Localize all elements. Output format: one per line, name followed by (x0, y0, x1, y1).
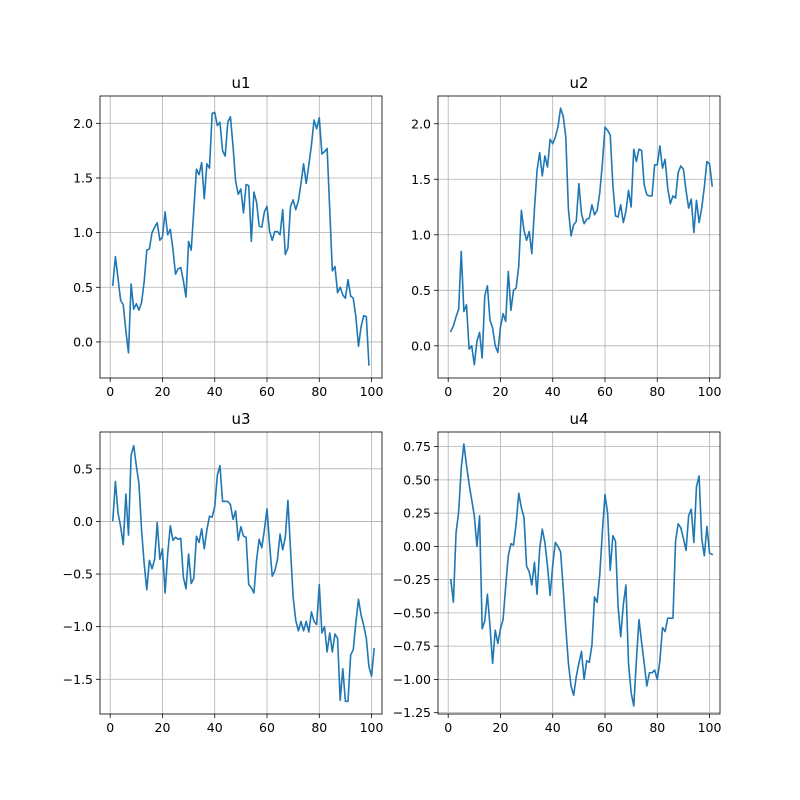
subplot-title: u3 (231, 410, 250, 428)
series-line-u4 (449, 443, 714, 707)
x-tick-label: 60 (259, 384, 275, 399)
y-tick-label: 0.5 (411, 283, 431, 298)
y-tick-label: 1.5 (73, 170, 93, 185)
y-tick-label: −1.0 (63, 619, 93, 634)
x-tick-label: 100 (360, 384, 384, 399)
y-tick-label: −1.5 (63, 672, 93, 687)
x-tick-label: 60 (259, 720, 275, 735)
subplot-u1: 0 20 40 60 80 100 0.0 0.5 1.0 1.5 2.0 u1 (73, 74, 383, 399)
subplot-u3: 0 20 40 60 80 100 −1.5 −1.0 −0.5 0.0 0.5 u3 (63, 410, 384, 735)
subplot-title: u1 (231, 74, 250, 92)
y-tick-label: 0.25 (403, 506, 431, 521)
x-tick-label: 0 (444, 384, 452, 399)
subplot-grid: 0 20 40 60 80 100 0.0 0.5 1.0 1.5 2.0 u1 0 20 40 60 80 10… (63, 74, 722, 735)
y-tick-label: −0.5 (63, 567, 93, 582)
x-tick-label: 100 (698, 720, 722, 735)
x-tick-label: 40 (207, 720, 223, 735)
y-tick-label: 0.75 (403, 439, 431, 454)
axes-frame (99, 431, 383, 715)
y-tick-label: −1.00 (393, 672, 431, 687)
x-tick-label: 20 (493, 384, 509, 399)
x-tick-label: 80 (311, 384, 327, 399)
x-tick-label: 40 (207, 384, 223, 399)
x-tick-label: 60 (597, 720, 613, 735)
x-tick-label: 20 (155, 720, 171, 735)
x-tick-label: 60 (597, 384, 613, 399)
y-tick-label: −0.25 (393, 572, 431, 587)
y-tick-label: 1.0 (73, 225, 93, 240)
y-tick-label: 0.0 (73, 514, 93, 529)
y-tick-label: 0.5 (73, 461, 93, 476)
series-line-u1 (111, 111, 370, 366)
y-tick-label: 0.00 (403, 539, 431, 554)
y-tick-label: 0.50 (403, 472, 431, 487)
subplot-title: u4 (569, 410, 588, 428)
subplot-u2: 0 20 40 60 80 100 0.0 0.5 1.0 1.5 2.0 u2 (411, 74, 721, 399)
y-tick-label: 2.0 (411, 116, 431, 131)
y-tick-label: 1.0 (411, 227, 431, 242)
axes-frame (437, 431, 721, 715)
series-line-u2 (449, 107, 714, 366)
x-tick-label: 100 (360, 720, 384, 735)
series-line-u3 (111, 444, 376, 703)
axes-frame (437, 95, 721, 379)
x-tick-label: 20 (155, 384, 171, 399)
y-tick-label: 2.0 (73, 116, 93, 131)
x-tick-label: 20 (493, 720, 509, 735)
y-tick-label: 0.0 (73, 334, 93, 349)
x-tick-label: 40 (545, 720, 561, 735)
grid (100, 432, 382, 714)
x-tick-label: 100 (698, 384, 722, 399)
x-tick-label: 0 (106, 384, 114, 399)
y-tick-label: −0.50 (393, 605, 431, 620)
axes-frame (99, 95, 383, 379)
y-tick-label: 0.0 (411, 338, 431, 353)
y-tick-label: −0.75 (393, 639, 431, 654)
x-tick-label: 80 (649, 720, 665, 735)
x-tick-label: 0 (444, 720, 452, 735)
subplot-title: u2 (569, 74, 588, 92)
grid (438, 96, 720, 378)
y-tick-label: 1.5 (411, 172, 431, 187)
x-tick-label: 80 (311, 720, 327, 735)
y-tick-label: −1.25 (393, 705, 431, 720)
x-tick-label: 40 (545, 384, 561, 399)
y-tick-label: 0.5 (73, 280, 93, 295)
x-tick-label: 80 (649, 384, 665, 399)
subplot-u4: 0 20 40 60 80 100 −1.25 −1.00 −0.75 −0.50 −0.25 0.0… (393, 410, 722, 735)
x-tick-label: 0 (106, 720, 114, 735)
